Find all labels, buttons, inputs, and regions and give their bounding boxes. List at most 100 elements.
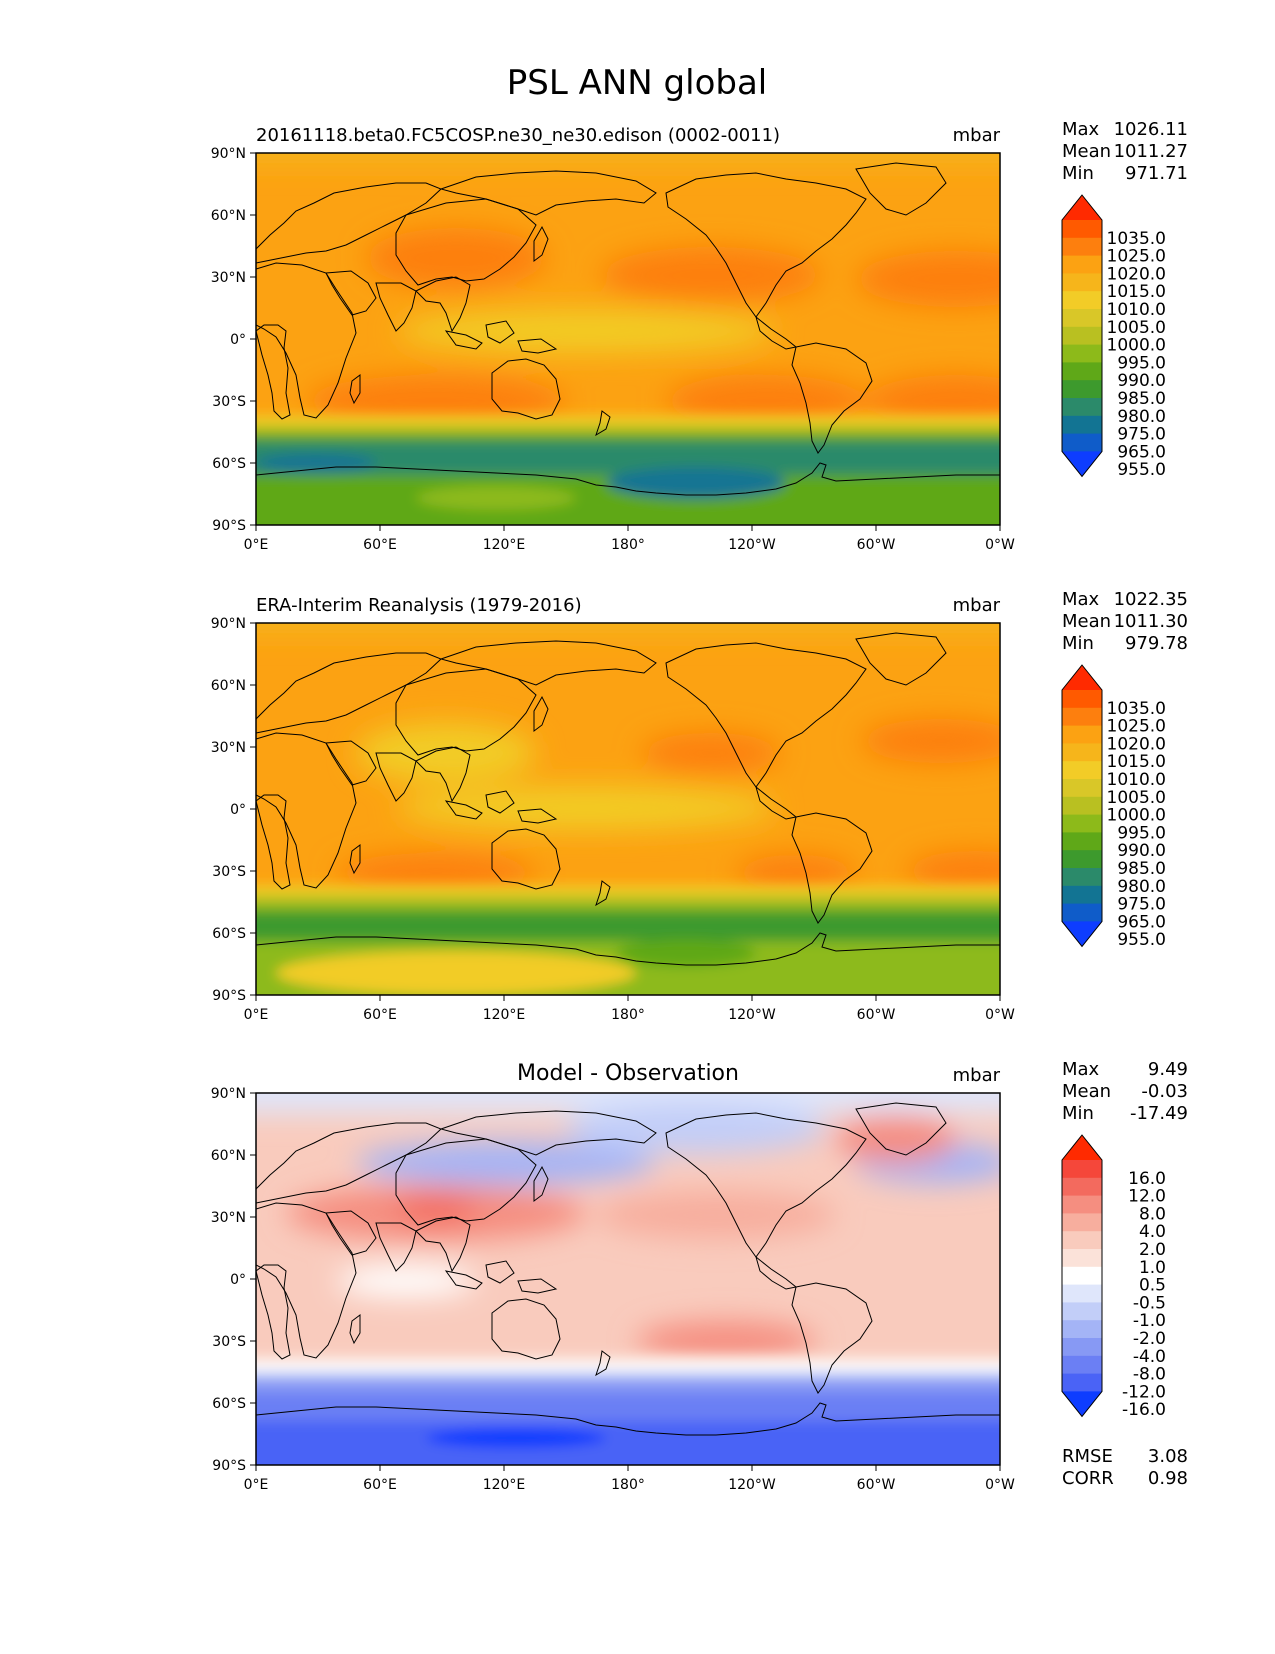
coastline-new-zealand: [595, 410, 611, 437]
coastlines: [256, 1102, 1000, 1436]
colorbar-bin: [1062, 398, 1102, 417]
colorbar-bin: [1062, 796, 1102, 816]
field-band-55s: [256, 433, 1000, 441]
coastline-north-america: [665, 1112, 867, 1258]
lon-tick-label: 60°W: [857, 537, 896, 553]
coastline-india: [375, 752, 417, 802]
colorbar-outline: [1061, 194, 1103, 478]
field-band-45s: [256, 885, 1000, 895]
panel-units: mbar: [953, 595, 1001, 616]
lat-tick-label: 90°N: [211, 1086, 246, 1102]
field-band-50s: [256, 895, 1000, 903]
coastline-new-guinea: [517, 808, 558, 824]
lon-tick-label: 180°: [611, 1477, 645, 1493]
coastline-arabia: [325, 1210, 377, 1256]
lon-tick-label: 0°W: [985, 537, 1015, 553]
field-pos-north-pacific: [596, 1191, 836, 1239]
colorbar-level-label: 1015.0: [1107, 752, 1166, 772]
colorbar-level-label: -0.5: [1133, 1293, 1166, 1313]
field-near-zero-indian: [336, 1265, 476, 1297]
stat-mean-value: 1011.27: [1114, 141, 1188, 162]
coastline-australia: [491, 828, 561, 890]
field-band-50s: [256, 425, 1000, 433]
colorbar-level-label: 8.0: [1139, 1204, 1166, 1224]
stat-mean-label: Mean: [1062, 611, 1111, 632]
coastline-africa: [256, 1264, 291, 1360]
lon-tick-label: 120°W: [728, 1007, 776, 1023]
colorbar-bin: [1062, 1284, 1102, 1303]
colorbar-level-label: 1025.0: [1107, 717, 1166, 737]
axis-ticks: 90°N 60°N 30°N 0° 30°S 60°S 90°S 0°E 60°E 120°E 18…: [211, 616, 1015, 1023]
panel-difference: Model - Observation mbar: [211, 1059, 1188, 1493]
coastline-australia: [491, 358, 561, 420]
coastline-siberia: [439, 1110, 657, 1156]
stat-min-label: Min: [1062, 633, 1094, 654]
lon-tick-label: 120°W: [728, 537, 776, 553]
field-band-48s: [256, 1371, 1000, 1379]
colorbar-bin: [1062, 415, 1102, 435]
coastline-south-america: [791, 1282, 873, 1394]
field-low-tropics: [396, 309, 776, 353]
colorbar-bin: [1062, 903, 1102, 922]
colorbar-level-label: 1010.0: [1107, 770, 1166, 790]
field-high-south-indian: [306, 375, 566, 427]
coastline-indonesia-1: [444, 330, 483, 350]
lat-tick-label: 30°S: [212, 1334, 246, 1350]
colorbar-level-label: 965.0: [1117, 912, 1166, 932]
colorbar-bin: [1062, 1231, 1102, 1250]
colorbar-level-label: -8.0: [1133, 1365, 1166, 1385]
lon-tick-label: 0°W: [985, 1007, 1015, 1023]
colorbar-extend-top: [1062, 1135, 1102, 1160]
field-antarctic-plateau: [416, 486, 576, 510]
colorbar-bin: [1062, 433, 1102, 452]
lat-tick-label: 30°N: [211, 1210, 246, 1226]
colorbar-level-label: 1020.0: [1107, 734, 1166, 754]
colorbar-level-label: 1035.0: [1107, 699, 1166, 719]
rmse-label: RMSE: [1062, 1446, 1113, 1467]
colorbar-level-label: 1020.0: [1107, 264, 1166, 284]
colorbar-bin: [1062, 255, 1102, 274]
colorbar: 16.012.08.04.02.01.00.5-0.5-1.0-2.0-4.0-…: [1061, 1134, 1166, 1420]
lat-tick-label: 90°N: [211, 616, 246, 632]
colorbar-level-label: -16.0: [1122, 1400, 1166, 1420]
field-band-antarctic: [256, 1421, 1000, 1465]
stat-min-value: -17.49: [1130, 1103, 1188, 1124]
axis-ticks: 90°N 60°N 30°N 0° 30°S 60°S 90°S 0°E 60°E 120°E 18…: [211, 146, 1015, 553]
stat-max-value: 1026.11: [1114, 119, 1188, 140]
coastline-indonesia-2: [485, 790, 515, 814]
field-high-south-pacific: [736, 855, 856, 891]
colorbar-bin: [1062, 273, 1102, 292]
lat-tick-label: 0°: [230, 802, 246, 818]
coastline-indonesia-1: [444, 800, 483, 820]
colorbar-bin: [1062, 850, 1102, 869]
colorbar-level-label: 990.0: [1117, 841, 1166, 861]
lon-tick-label: 180°: [611, 537, 645, 553]
axis-ticks: 90°N 60°N 30°N 0° 30°S 60°S 90°S 0°E 60°E 120°E 18…: [211, 1086, 1015, 1493]
field-pos-tibet: [396, 1194, 476, 1222]
lon-tick-label: 60°W: [857, 1477, 896, 1493]
colorbar-bin: [1062, 1249, 1102, 1268]
field-high-south-atlantic: [906, 851, 1000, 891]
coastline-japan: [533, 1165, 549, 1202]
coastline-new-zealand: [595, 1350, 611, 1377]
stat-mean-label: Mean: [1062, 141, 1111, 162]
stat-mean-label: Mean: [1062, 1081, 1111, 1102]
field-low-amundsen: [606, 467, 786, 499]
corr-value: 0.98: [1148, 1468, 1188, 1489]
field-neg-north-pacific: [566, 1102, 826, 1154]
panel-title: 20161118.beta0.FC5COSP.ne30_ne30.edison …: [256, 125, 780, 146]
coastline-greenland: [855, 1102, 947, 1156]
colorbar-level-label: 1005.0: [1107, 318, 1166, 338]
field-band-60s: [256, 441, 1000, 475]
field-high-south-atlantic: [866, 375, 1000, 427]
coastline-africa-north: [256, 732, 357, 889]
panel-title: ERA-Interim Reanalysis (1979-2016): [256, 595, 582, 616]
colorbar-bin: [1062, 779, 1102, 798]
colorbar-level-label: 1015.0: [1107, 282, 1166, 302]
coastline-africa: [256, 324, 291, 420]
field-low-asia: [356, 723, 536, 783]
colorbar-extend-top: [1062, 195, 1102, 220]
colorbar-level-label: -1.0: [1133, 1311, 1166, 1331]
stat-max-value: 1022.35: [1114, 589, 1188, 610]
lat-tick-label: 0°: [230, 1272, 246, 1288]
